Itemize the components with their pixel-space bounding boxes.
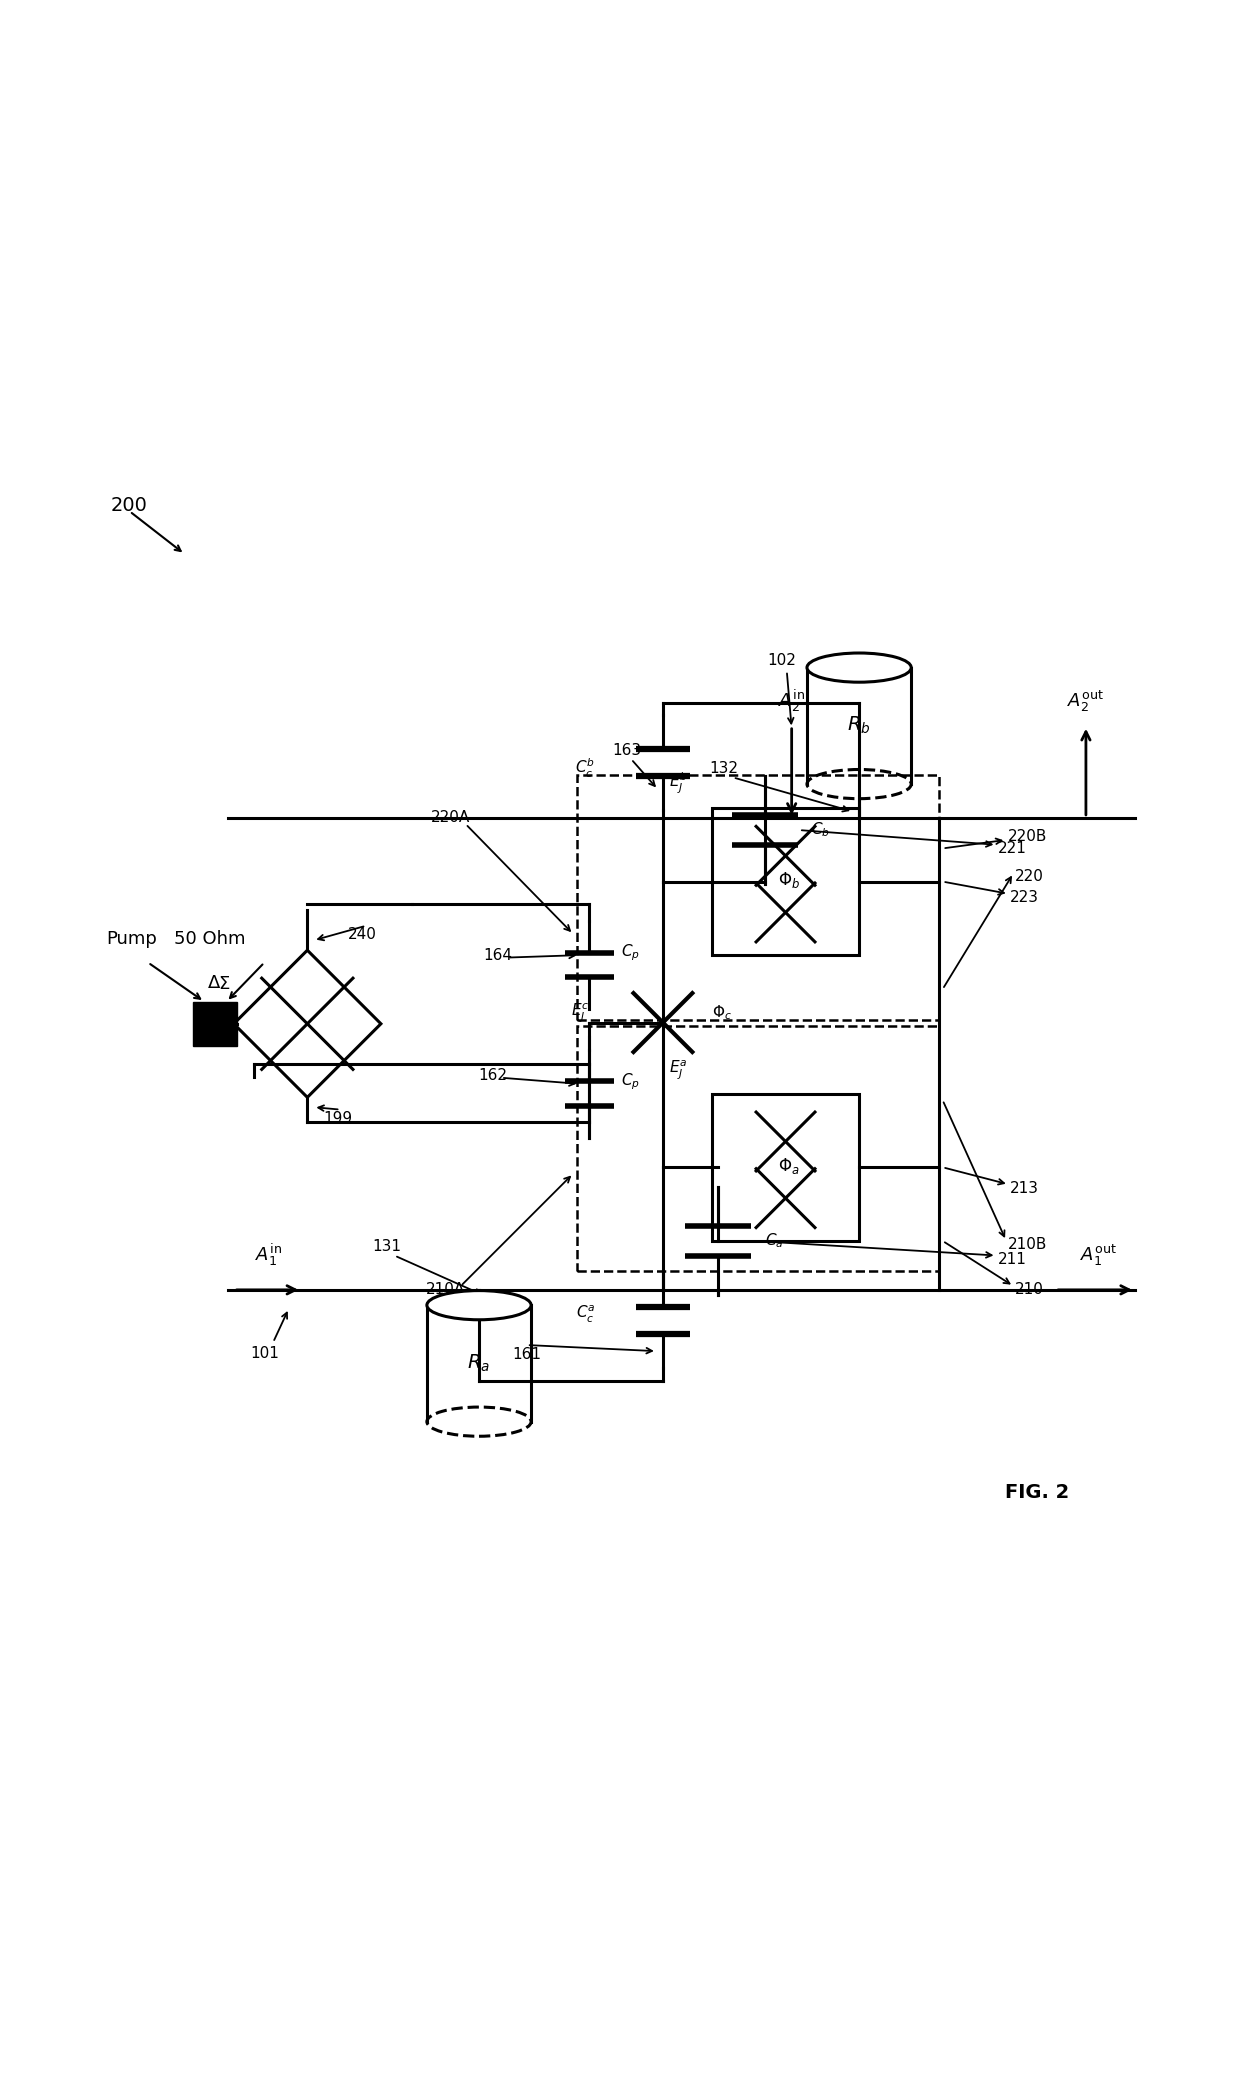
Bar [712,1095,859,1240]
Text: 220B: 220B [1007,829,1047,843]
Text: $E_J^c$: $E_J^c$ [570,1001,589,1024]
Text: 213: 213 [1009,1180,1039,1196]
Text: $A_2^{\rm out}$: $A_2^{\rm out}$ [1068,687,1105,714]
Text: $\Phi_c$: $\Phi_c$ [712,1003,732,1022]
Text: 161: 161 [512,1348,542,1363]
Text: 162: 162 [477,1068,507,1082]
Text: $C_c^a$: $C_c^a$ [575,1304,595,1325]
Text: 221: 221 [998,841,1027,856]
Ellipse shape [807,652,911,681]
Text: 131: 131 [372,1240,402,1255]
Text: 210: 210 [1014,1282,1044,1298]
Text: 132: 132 [709,762,739,777]
Bar [577,775,939,1020]
Text: $R_b$: $R_b$ [847,714,870,737]
Text: 220: 220 [1014,868,1044,885]
Text: $A_2^{\rm in}$: $A_2^{\rm in}$ [779,687,805,714]
Text: 211: 211 [998,1252,1027,1267]
Text: $\Phi_a$: $\Phi_a$ [779,1155,800,1176]
Text: 240: 240 [348,926,377,941]
Text: 101: 101 [250,1346,279,1360]
Text: $C_c^b$: $C_c^b$ [575,758,595,781]
Text: $R_a$: $R_a$ [467,1352,491,1375]
Text: $\Phi_b$: $\Phi_b$ [779,870,800,891]
Text: $C_p$: $C_p$ [621,943,640,964]
Text: $\Sigma$: $\Sigma$ [218,974,231,993]
Text: 50 Ohm: 50 Ohm [174,930,246,947]
Text: $E_J^b$: $E_J^b$ [670,771,688,795]
Text: 210A: 210A [427,1282,465,1298]
Text: $C_b$: $C_b$ [811,820,830,839]
Text: $A_1^{\rm in}$: $A_1^{\rm in}$ [254,1242,281,1267]
Text: $A_1^{\rm out}$: $A_1^{\rm out}$ [1080,1242,1116,1267]
Text: 223: 223 [1009,891,1039,906]
Text: 199: 199 [324,1111,352,1126]
Text: $C_a$: $C_a$ [765,1232,784,1250]
Text: Pump: Pump [107,930,157,947]
Text: 163: 163 [613,744,642,758]
Bar [712,808,859,955]
Text: $\Delta$: $\Delta$ [207,974,222,993]
Bar [577,1026,939,1271]
Text: $C_p$: $C_p$ [621,1072,640,1093]
Text: 200: 200 [112,496,148,515]
Bar [193,1001,237,1047]
Text: 210B: 210B [1007,1238,1047,1252]
Text: 164: 164 [482,947,512,962]
Text: 220A: 220A [432,810,470,825]
Text: 102: 102 [768,654,796,669]
Text: $E_J^a$: $E_J^a$ [670,1059,688,1082]
Text: FIG. 2: FIG. 2 [1004,1483,1069,1502]
Ellipse shape [427,1290,531,1319]
